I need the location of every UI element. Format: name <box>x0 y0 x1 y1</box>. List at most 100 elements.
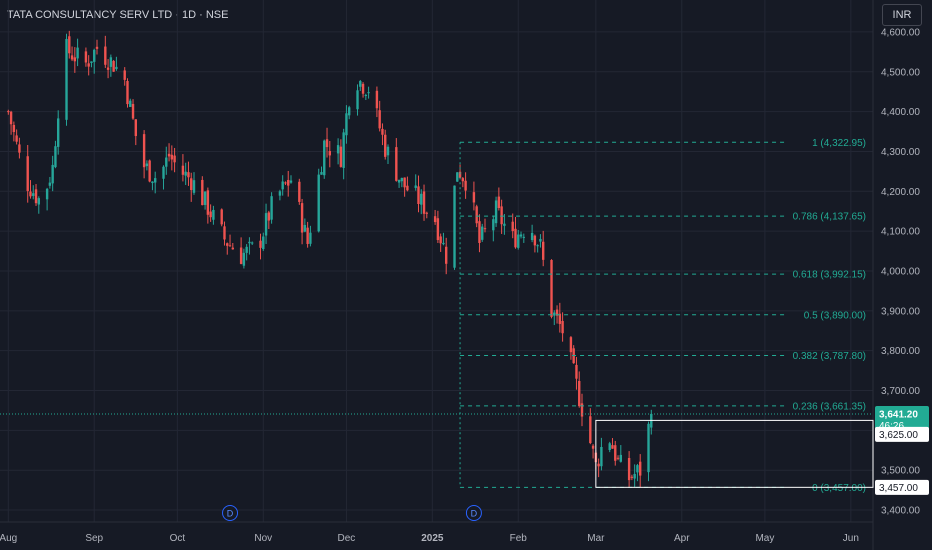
candle-body <box>600 446 603 467</box>
price-tick-label: 3,400.00 <box>881 506 920 517</box>
candle-body <box>494 200 498 224</box>
candle-body <box>201 179 204 206</box>
candle-body <box>481 226 484 240</box>
candle-body <box>165 157 168 167</box>
candle-body <box>154 178 157 183</box>
candle-body <box>384 134 387 157</box>
candle-body <box>511 221 514 232</box>
fib-level-label: 0.786 (4,137.65) <box>793 212 866 223</box>
dividend-marker[interactable]: D <box>465 505 482 521</box>
candle-body <box>54 146 57 168</box>
candle-body <box>262 236 265 250</box>
currency-button[interactable]: INR <box>882 4 922 26</box>
candle-body <box>32 193 35 196</box>
candle-body <box>106 67 110 70</box>
candle-body <box>300 203 304 233</box>
time-tick-label: Apr <box>674 533 690 544</box>
time-tick-label: Oct <box>170 533 186 544</box>
candle-body <box>553 312 556 316</box>
candle-body <box>325 139 329 148</box>
candle-body <box>126 81 129 105</box>
chart-title: TATA CONSULTANCY SERV LTD · 1D · NSE <box>7 9 229 21</box>
countdown-label: 46:26 <box>879 421 904 432</box>
candle-body <box>73 57 77 62</box>
price-tick-label: 3,800.00 <box>881 346 920 357</box>
candle-body <box>284 182 287 184</box>
candle-body <box>614 445 617 461</box>
candle-body <box>29 191 32 197</box>
fib-level-label: 0.382 (3,787.80) <box>793 351 866 362</box>
candle-body <box>134 119 137 137</box>
candle-body <box>433 216 437 223</box>
candle-body <box>519 234 523 237</box>
candle-body <box>270 196 273 220</box>
dividend-marker[interactable]: D <box>222 505 239 521</box>
candle-body <box>203 191 207 205</box>
time-tick-label: May <box>755 533 774 544</box>
price-tick-label: 4,100.00 <box>881 227 920 238</box>
candle-body <box>422 191 426 214</box>
candle-body <box>298 181 301 202</box>
time-tick-label: Nov <box>254 533 272 544</box>
candle-body <box>503 223 506 226</box>
candle-body <box>608 443 611 450</box>
candle-body <box>309 232 312 244</box>
candle-body <box>45 188 49 200</box>
candle-body <box>611 445 614 449</box>
candle-body <box>522 236 525 238</box>
candle-body <box>26 156 29 192</box>
time-tick-label: Sep <box>85 533 103 544</box>
candle-body <box>397 179 401 183</box>
candle-body <box>597 463 600 467</box>
candle-body <box>359 81 362 87</box>
candle-body <box>461 178 465 182</box>
time-tick-label: Jun <box>843 533 859 544</box>
candle-body <box>87 63 90 67</box>
candle-body <box>442 242 445 245</box>
candle-body <box>627 457 631 481</box>
last-price-label: 3,641.20 <box>879 409 918 420</box>
candle-body <box>190 178 193 191</box>
price-tick-label: 4,500.00 <box>881 67 920 78</box>
candle-body <box>7 111 10 113</box>
candle-body <box>267 212 271 221</box>
candle-body <box>192 180 196 193</box>
candle-body <box>48 182 52 186</box>
price-level-tag <box>875 479 929 495</box>
candle-body <box>281 181 284 190</box>
candle-body <box>550 259 553 317</box>
candle-body <box>187 172 190 178</box>
candle-body <box>619 454 622 462</box>
candle-body <box>514 228 517 248</box>
price-tick-label: 4,400.00 <box>881 107 920 118</box>
candle-body <box>342 132 345 168</box>
candle-body <box>148 160 151 182</box>
candle-body <box>320 172 323 175</box>
candle-body <box>483 228 487 230</box>
time-tick-label: Feb <box>510 533 528 544</box>
candle-body <box>361 83 365 94</box>
candle-body <box>151 181 154 184</box>
candle-body <box>555 309 559 316</box>
candle-body <box>639 461 642 476</box>
candle-body <box>630 476 634 478</box>
candle-body <box>336 145 340 154</box>
price-level-label: 3,625.00 <box>879 430 918 441</box>
price-level-tag <box>875 426 929 442</box>
candle-body <box>264 213 268 236</box>
candle-body <box>472 192 476 203</box>
candle-body <box>439 236 442 244</box>
candle-body <box>142 134 146 168</box>
range-box <box>595 419 874 488</box>
candle-body <box>223 226 226 240</box>
candle-body <box>417 186 420 205</box>
candle-body <box>112 60 115 72</box>
candle-body <box>453 185 456 268</box>
candle-body <box>57 118 60 147</box>
candle-body <box>209 211 212 218</box>
candle-body <box>76 47 79 59</box>
time-tick-label: Aug <box>0 533 17 544</box>
candle-body <box>445 246 448 264</box>
candle-body <box>226 243 229 246</box>
